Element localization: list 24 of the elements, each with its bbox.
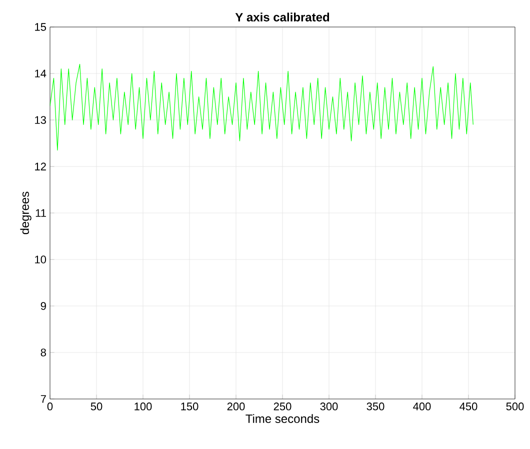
x-tick-label: 450 (460, 402, 478, 410)
y-tick-label: 11 (36, 209, 46, 217)
x-axis-title: Time seconds (246, 414, 320, 423)
y-tick-label: 12 (35, 162, 46, 170)
line-series (50, 64, 474, 151)
x-tick-label: 200 (227, 402, 245, 410)
y-tick-label: 8 (40, 348, 46, 356)
y-axis-title: degrees (20, 192, 32, 234)
x-tick-label: 50 (90, 402, 102, 410)
x-tick-label: 250 (274, 402, 292, 410)
x-tick-label: 500 (506, 402, 524, 410)
x-tick-label: 350 (366, 402, 384, 410)
x-tick-label: 100 (134, 402, 152, 410)
y-tick-label: 9 (40, 302, 46, 310)
x-tick-label: 0 (47, 402, 53, 410)
chart-title: Y axis calibrated (235, 12, 330, 22)
x-tick-label: 300 (320, 402, 338, 410)
y-tick-label: 10 (35, 256, 46, 264)
y-tick-label: 14 (35, 70, 46, 78)
x-tick-label: 150 (181, 402, 198, 410)
y-tick-label: 13 (35, 116, 46, 124)
y-tick-label: 7 (40, 395, 46, 403)
y-tick-label: 15 (35, 23, 46, 31)
x-tick-label: 400 (413, 402, 431, 410)
